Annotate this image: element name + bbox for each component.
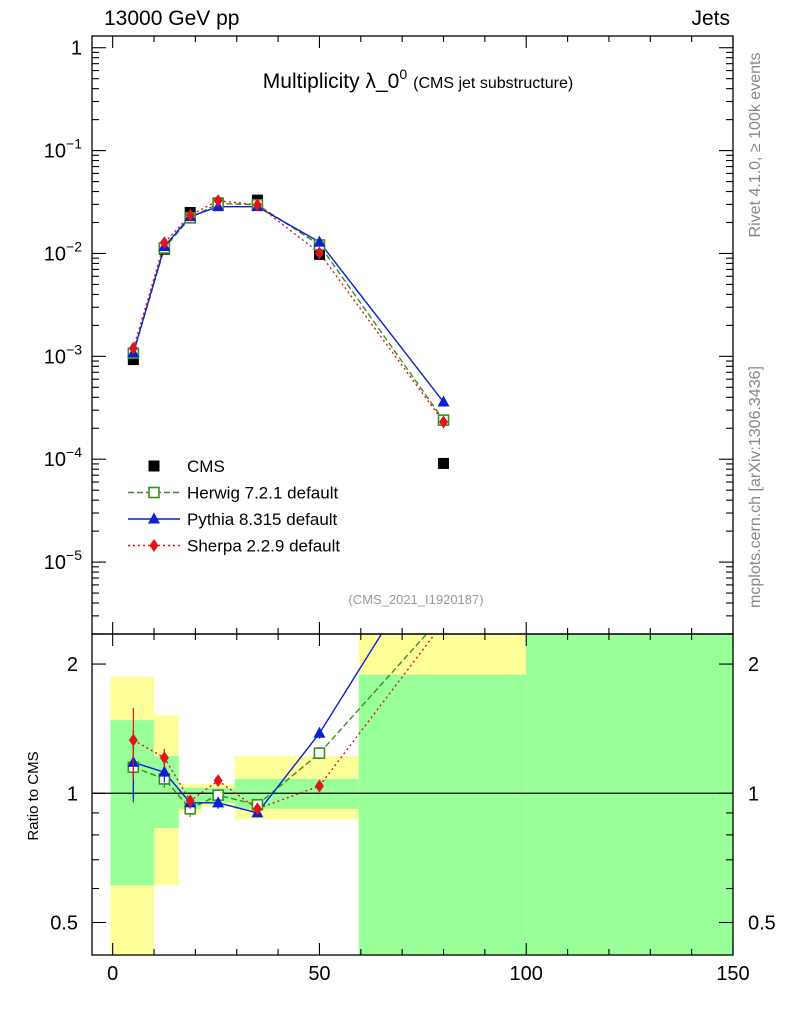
- series-point-sherpa: [128, 341, 138, 355]
- y-tick-label-ratio-right: 0.5: [748, 912, 776, 934]
- rivet-label: Rivet 4.1.0, ≥ 100k events: [747, 53, 764, 238]
- series-line-sherpa: [132, 199, 445, 423]
- legend: CMS Herwig 7.2.1 default Pythia 8.315 defa…: [128, 457, 340, 556]
- y-ticks-ratio: [92, 663, 733, 924]
- y-tick-label-ratio-left: 2: [67, 654, 78, 676]
- ratio-bands: [110, 634, 733, 955]
- ratio-point-pythia: [313, 726, 326, 738]
- ratio-point-sherpa: [314, 779, 324, 793]
- y-ticks-main: [92, 47, 733, 635]
- main-plot-area: [127, 194, 450, 469]
- ratio-point-pythia: [438, 528, 450, 539]
- ratio-axis-label: Ratio to CMS: [25, 751, 42, 840]
- series-point-sherpa: [185, 208, 195, 222]
- series-line-herwig: [132, 202, 445, 421]
- uncertainty-band-inner-5: [358, 674, 527, 955]
- y-tick-label-main: 1: [71, 38, 82, 60]
- legend-label-herwig: Herwig 7.2.1 default: [187, 484, 338, 503]
- legend-marker-pythia: [148, 512, 160, 524]
- x-tick-label: 100: [510, 963, 543, 985]
- ratio-point-sherpa: [252, 802, 262, 816]
- series-line-pythia: [132, 205, 445, 403]
- series-point-sherpa: [213, 194, 223, 208]
- series-point-sherpa: [314, 246, 324, 260]
- x-tick-label: 150: [716, 963, 749, 985]
- y-tick-label-main: 10−3: [44, 341, 82, 368]
- ratio-point-sherpa: [159, 751, 169, 765]
- legend-marker-sherpa: [149, 539, 159, 552]
- y-tick-label-ratio-right: 2: [748, 654, 759, 676]
- ratio-point-herwig: [439, 610, 449, 620]
- legend-label-pythia: Pythia 8.315 default: [187, 510, 338, 529]
- x-tick-label: 50: [308, 963, 330, 985]
- series-point-pythia: [437, 395, 450, 407]
- ratio-point-herwig: [313, 747, 326, 759]
- uncertainty-band-inner-6: [526, 634, 733, 955]
- legend-marker-herwig: [148, 486, 160, 499]
- cms-data-point: [127, 354, 139, 366]
- ratio-point-pythia: [158, 765, 171, 777]
- x-tick-label: 0: [107, 963, 118, 985]
- x-ticks: [112, 36, 734, 955]
- legend-label-sherpa: Sherpa 2.2.9 default: [187, 537, 340, 556]
- y-tick-label-ratio-left: 1: [67, 783, 78, 805]
- mcplots-label: mcplots.cern.ch [arXiv:1306.3436]: [747, 366, 764, 608]
- y-tick-label-main: 10−1: [44, 136, 82, 163]
- series-point-sherpa: [439, 415, 449, 429]
- process-label: Jets: [691, 7, 730, 30]
- ratio-point-pythia: [212, 796, 225, 808]
- plot-title: Multiplicity λ_00(CMS jet substructure): [263, 66, 573, 93]
- y-tick-label-ratio-left: 0.5: [50, 912, 78, 934]
- y-tick-label-ratio-right: 1: [748, 783, 759, 805]
- energy-label: 13000 GeV pp: [104, 7, 240, 30]
- analysis-tag: (CMS_2021_I1920187): [348, 592, 483, 607]
- ratio-frame: [91, 633, 734, 956]
- ratio-point-sherpa: [213, 774, 223, 788]
- series-point-pythia: [313, 235, 326, 247]
- series-point-sherpa: [159, 236, 169, 250]
- y-tick-label-main: 10−5: [44, 547, 82, 574]
- ratio-plot-area: [127, 528, 450, 818]
- legend-label-cms: CMS: [187, 457, 225, 476]
- uncertainty-band-inner-1: [154, 756, 179, 829]
- legend-marker-cms: [148, 460, 160, 472]
- cms-data-point: [438, 457, 450, 469]
- y-tick-label-main: 10−4: [44, 444, 82, 471]
- ratio-point-sherpa: [185, 794, 195, 808]
- ratio-point-sherpa: [439, 616, 448, 629]
- y-tick-label-main: 10−2: [44, 238, 82, 265]
- series-point-sherpa: [252, 198, 262, 212]
- ratio-point-sherpa: [128, 733, 138, 747]
